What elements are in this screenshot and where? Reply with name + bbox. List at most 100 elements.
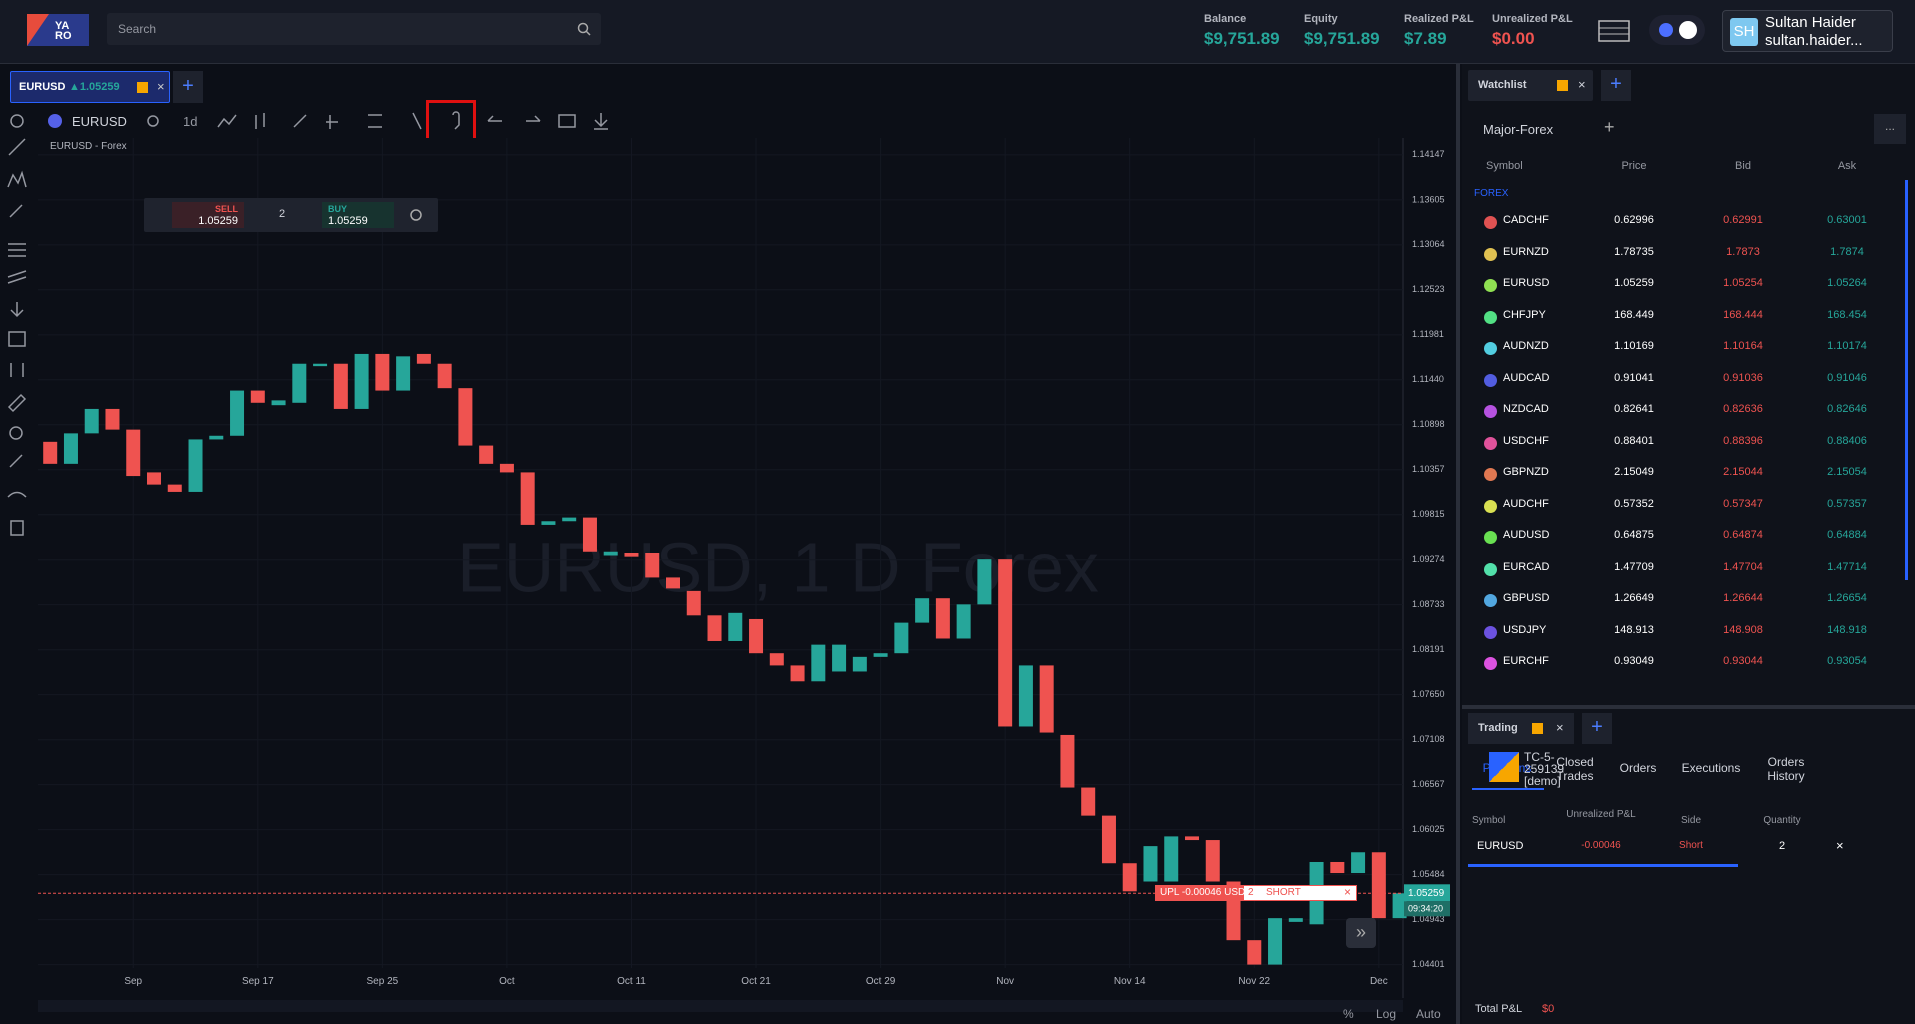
x-tick-label: Nov 22: [1238, 976, 1270, 987]
x-tick-label: Sep 25: [367, 976, 399, 987]
add-tab[interactable]: +: [173, 71, 203, 103]
layout-icon[interactable]: [1598, 20, 1630, 42]
stat-value: $0.00: [1492, 29, 1535, 48]
bid: 0.57347: [1723, 497, 1763, 510]
flag: [1484, 531, 1497, 544]
symbol[interactable]: NZDCAD: [1503, 403, 1549, 415]
candle-body: [728, 612, 743, 641]
add-list[interactable]: +: [1604, 117, 1615, 137]
account[interactable]: TC-5-259139 [demo]: [1524, 750, 1565, 788]
quantity[interactable]: 2: [279, 208, 286, 220]
buy-button[interactable]: BUY 1.05259: [322, 202, 394, 228]
divider: [1456, 64, 1460, 1024]
symbol[interactable]: EURCHF: [1503, 655, 1549, 667]
ask: 0.57357: [1827, 497, 1867, 510]
symbol[interactable]: AUDCAD: [1503, 371, 1550, 384]
ask: 1.47714: [1827, 560, 1867, 573]
symbol[interactable]: AUDNZD: [1503, 340, 1549, 352]
x-tick-label: Sep: [124, 976, 142, 987]
chart-tab[interactable]: EURUSD ▲1.05259 ×: [10, 71, 170, 103]
candle-body: [520, 472, 535, 525]
symbol[interactable]: EURUSD: [1503, 277, 1550, 289]
symbol[interactable]: USDCHF: [1503, 434, 1549, 447]
x-tick-label: Oct 11: [617, 976, 646, 987]
user-initials: SH: [1730, 18, 1758, 46]
toolbar-symbol[interactable]: EURUSD: [72, 114, 127, 129]
total-label: Total P&L: [1475, 1003, 1523, 1015]
price: 0.62996: [1614, 214, 1654, 226]
candle-body: [562, 517, 577, 522]
close-position[interactable]: ×: [1836, 838, 1844, 853]
flag: [1484, 373, 1497, 387]
user-box[interactable]: SH Sultan Haider sultan.haider...: [1722, 10, 1893, 52]
candle-body: [43, 441, 58, 464]
add-panel[interactable]: +: [1601, 70, 1631, 101]
upl-close[interactable]: ×: [1344, 885, 1352, 900]
logo[interactable]: YA RO: [27, 14, 89, 46]
symbol[interactable]: CHFJPY: [1503, 308, 1546, 321]
toolbar-icons: [147, 111, 608, 130]
settings-icon[interactable]: [408, 207, 424, 223]
price-axis: [1403, 138, 1455, 1024]
symbol[interactable]: CADCHF: [1503, 214, 1549, 226]
column-header: Unrealized P&L: [1566, 809, 1636, 820]
symbol[interactable]: AUDUSD: [1503, 529, 1550, 541]
bottom-control[interactable]: %: [1343, 1007, 1354, 1021]
x-tick-label: Oct 29: [866, 976, 896, 987]
bottom-control[interactable]: Log: [1376, 1007, 1397, 1021]
sell-button[interactable]: SELL 1.05259: [172, 202, 244, 228]
symbol[interactable]: GBPNZD: [1503, 466, 1549, 478]
more[interactable]: ...: [1874, 114, 1906, 144]
candle-body: [188, 439, 203, 492]
bottom-control[interactable]: Auto: [1416, 1007, 1441, 1021]
symbol[interactable]: GBPUSD: [1503, 592, 1550, 604]
candle-body: [292, 363, 307, 403]
trading-tab[interactable]: Trading ×: [1468, 713, 1574, 744]
group-label[interactable]: FOREX: [1474, 188, 1509, 199]
stat-value: $7.89: [1404, 29, 1447, 48]
buy-label: BUY: [328, 204, 348, 214]
price: 1.26649: [1614, 592, 1654, 604]
candle-body: [811, 644, 826, 682]
trading-tab[interactable]: Orders: [1619, 761, 1657, 775]
trading-tab[interactable]: Closed Trades: [1556, 755, 1594, 783]
trading-tab[interactable]: Orders History: [1767, 755, 1805, 783]
trading-panel: Trading × + PositionsClosed TradesOrders…: [1462, 709, 1915, 1024]
toolbar-interval[interactable]: 1d: [183, 114, 198, 129]
candle-body: [1185, 836, 1199, 841]
watchlist-tab[interactable]: Watchlist ×: [1468, 70, 1593, 101]
ask: 0.88406: [1827, 434, 1867, 447]
scroll-right[interactable]: »: [1346, 918, 1376, 948]
add-panel[interactable]: +: [1582, 713, 1612, 744]
candle-body: [603, 551, 618, 556]
flag: [1484, 657, 1497, 670]
user-name: Sultan Haider: [1765, 14, 1856, 31]
candle-body: [894, 622, 909, 654]
chart: EURUSD - Forex EURUSD, 1 D Forex 1.14147…: [38, 138, 1455, 1024]
trading-tab[interactable]: Executions: [1681, 761, 1741, 775]
symbol[interactable]: AUDCHF: [1503, 497, 1549, 510]
candle-body: [790, 665, 805, 682]
candle-body: [1081, 787, 1096, 816]
candle-body: [250, 390, 265, 403]
scrollbar[interactable]: [1905, 180, 1908, 580]
symbol[interactable]: EURNZD: [1503, 245, 1549, 258]
symbol[interactable]: USDJPY: [1503, 623, 1547, 636]
candle-body: [147, 472, 161, 485]
candle-body: [209, 435, 224, 440]
buy-price: 1.05259: [328, 215, 368, 227]
watchlist-name[interactable]: Major-Forex: [1483, 122, 1554, 137]
candle-body: [1351, 852, 1366, 874]
search-box[interactable]: Search: [107, 13, 601, 45]
price: 0.88401: [1614, 434, 1654, 447]
candle-body: [749, 618, 764, 654]
tab-symbol: EURUSD: [19, 81, 66, 93]
price: 1.78735: [1614, 245, 1654, 258]
total-value: $0: [1542, 1003, 1555, 1015]
flag: [1484, 562, 1497, 576]
symbol[interactable]: EURCAD: [1503, 560, 1550, 573]
candle-body: [105, 408, 120, 430]
theme-toggle[interactable]: [1649, 15, 1705, 45]
y-tick-label: 1.04401: [1412, 959, 1445, 969]
drawing-tools[interactable]: [0, 107, 34, 547]
